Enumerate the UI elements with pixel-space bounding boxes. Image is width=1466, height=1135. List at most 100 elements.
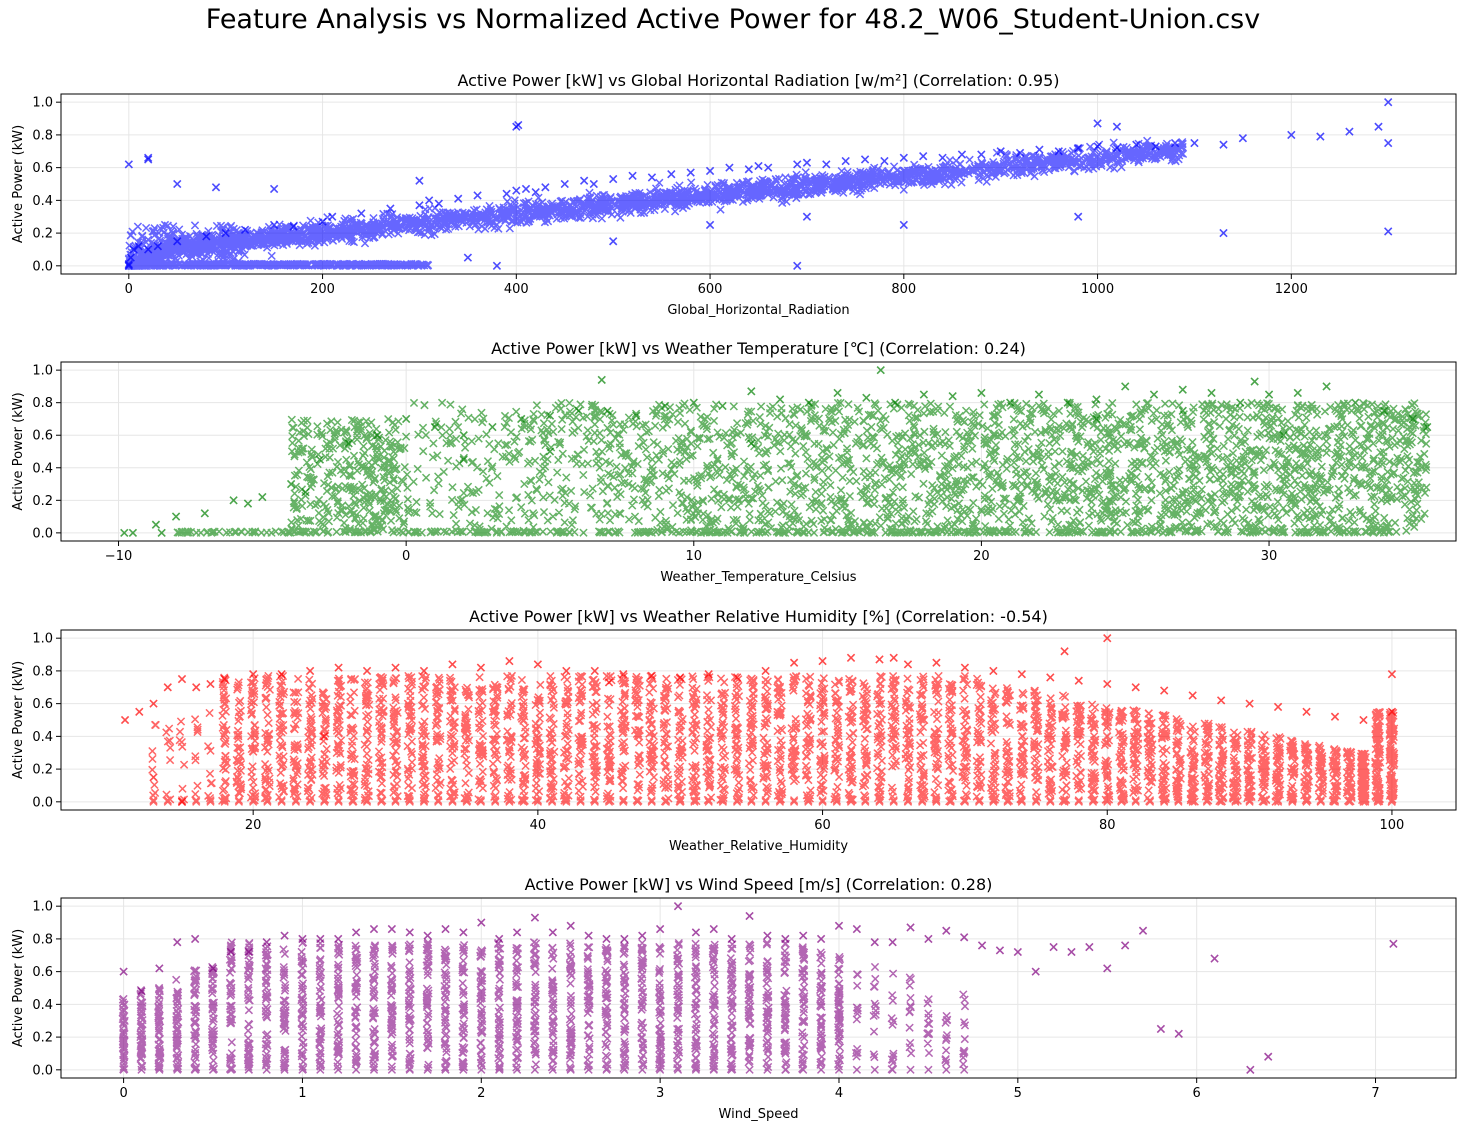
scatter-point bbox=[305, 666, 315, 676]
scatter-point bbox=[473, 191, 482, 200]
y-tick-label: 0.8 bbox=[32, 396, 53, 411]
y-tick-label: 0.4 bbox=[32, 730, 53, 745]
scatter-point bbox=[709, 924, 718, 934]
scatter-point bbox=[502, 189, 511, 198]
y-tick-label: 0.2 bbox=[32, 763, 53, 778]
scatter-point bbox=[1374, 122, 1383, 131]
scatter-points bbox=[120, 634, 1399, 806]
scatter-point bbox=[620, 934, 629, 944]
scatter-point bbox=[597, 375, 606, 385]
scatter-point bbox=[793, 160, 802, 169]
scatter-point bbox=[521, 184, 531, 194]
scatter-point bbox=[120, 715, 130, 725]
scatter-point bbox=[977, 388, 986, 398]
scatter-point bbox=[1013, 947, 1022, 957]
scatter-point bbox=[1103, 634, 1112, 643]
scatter-point bbox=[119, 967, 128, 976]
scatter-point bbox=[1074, 212, 1083, 221]
x-tick-label: 60 bbox=[814, 818, 831, 833]
scatter-point bbox=[124, 160, 133, 169]
scatter-point bbox=[889, 653, 898, 662]
scatter-point bbox=[512, 186, 521, 195]
scatter-point bbox=[448, 660, 457, 669]
scatter-point bbox=[924, 934, 933, 944]
y-axis-label: Active Power (kW) bbox=[11, 661, 26, 779]
scatter-point bbox=[890, 398, 900, 407]
scatter-point bbox=[764, 163, 773, 172]
scatter-point bbox=[1316, 132, 1325, 141]
axes-frame bbox=[60, 897, 1457, 1079]
scatter-point bbox=[1160, 686, 1169, 695]
scatter-point bbox=[566, 921, 575, 930]
scatter-point bbox=[441, 924, 450, 934]
scatter-point bbox=[1351, 398, 1360, 407]
x-tick-label: 600 bbox=[698, 282, 723, 297]
subplot-title: Active Power [kW] vs Weather Relative Hu… bbox=[469, 607, 1048, 626]
scatter-point bbox=[691, 928, 701, 937]
scatter-point bbox=[157, 528, 166, 538]
scatter-point bbox=[1112, 143, 1122, 153]
scatter-point bbox=[704, 670, 713, 679]
scatter-point bbox=[562, 666, 571, 676]
scatter-point bbox=[144, 245, 153, 254]
scatter-point bbox=[1093, 142, 1102, 151]
scatter-point bbox=[1190, 138, 1199, 148]
scatter-point bbox=[505, 656, 514, 666]
scatter-point bbox=[517, 414, 526, 424]
scatter-point bbox=[619, 670, 628, 679]
scatter-point bbox=[1063, 398, 1072, 407]
scatter-point bbox=[1264, 1052, 1273, 1061]
scatter-point bbox=[1293, 388, 1302, 398]
scatter-point bbox=[1210, 954, 1219, 963]
y-tick-label: 0.6 bbox=[32, 429, 53, 444]
scatter-point bbox=[574, 406, 583, 415]
scatter-point bbox=[584, 931, 593, 940]
scatter-point bbox=[1112, 122, 1122, 131]
scatter-point bbox=[989, 666, 998, 676]
scatter-point bbox=[1151, 142, 1160, 151]
scatter-point bbox=[676, 673, 685, 682]
scatter-point bbox=[718, 401, 727, 411]
scatter-point bbox=[495, 934, 504, 944]
scatter-point bbox=[124, 260, 133, 269]
scatter-point bbox=[1387, 670, 1397, 679]
scatter-point bbox=[1236, 398, 1245, 407]
y-tick-label: 0.2 bbox=[32, 1031, 53, 1046]
scatter-point bbox=[638, 931, 647, 940]
scatter-cloud bbox=[118, 938, 970, 1074]
scatter-point bbox=[1017, 670, 1027, 679]
y-tick-label: 0.4 bbox=[32, 194, 53, 209]
scatter-point bbox=[334, 663, 343, 672]
axes-frame bbox=[60, 629, 1457, 811]
scatter-point bbox=[286, 479, 296, 489]
scatter-point bbox=[727, 934, 736, 944]
scatter-point bbox=[1131, 683, 1140, 692]
scatter-point bbox=[1034, 390, 1044, 399]
scatter-point bbox=[789, 658, 799, 667]
scatter-point bbox=[173, 179, 182, 189]
scatter-point bbox=[816, 934, 826, 944]
scatter-point bbox=[545, 411, 555, 420]
scatter-point bbox=[1207, 388, 1216, 398]
scatter-point bbox=[1178, 406, 1187, 415]
scatter-cloud bbox=[124, 136, 1188, 270]
scatter-point bbox=[590, 666, 599, 676]
x-tick-label: 2 bbox=[477, 1086, 485, 1101]
scatter-point bbox=[906, 923, 915, 932]
scatter-point bbox=[1345, 127, 1354, 136]
scatter-point bbox=[192, 683, 201, 692]
scatter-point bbox=[977, 941, 987, 950]
x-tick-label: 400 bbox=[504, 282, 529, 297]
scatter-point bbox=[1384, 98, 1393, 107]
scatter-point bbox=[173, 237, 182, 246]
scatter-point bbox=[995, 946, 1005, 955]
scatter-point bbox=[1250, 377, 1259, 386]
scatter-point bbox=[870, 938, 879, 947]
scatter-point bbox=[530, 913, 540, 922]
scatter-point bbox=[373, 431, 382, 440]
scatter-point bbox=[732, 673, 742, 682]
scatter-point bbox=[977, 150, 986, 159]
y-tick-label: 0.2 bbox=[32, 494, 53, 509]
